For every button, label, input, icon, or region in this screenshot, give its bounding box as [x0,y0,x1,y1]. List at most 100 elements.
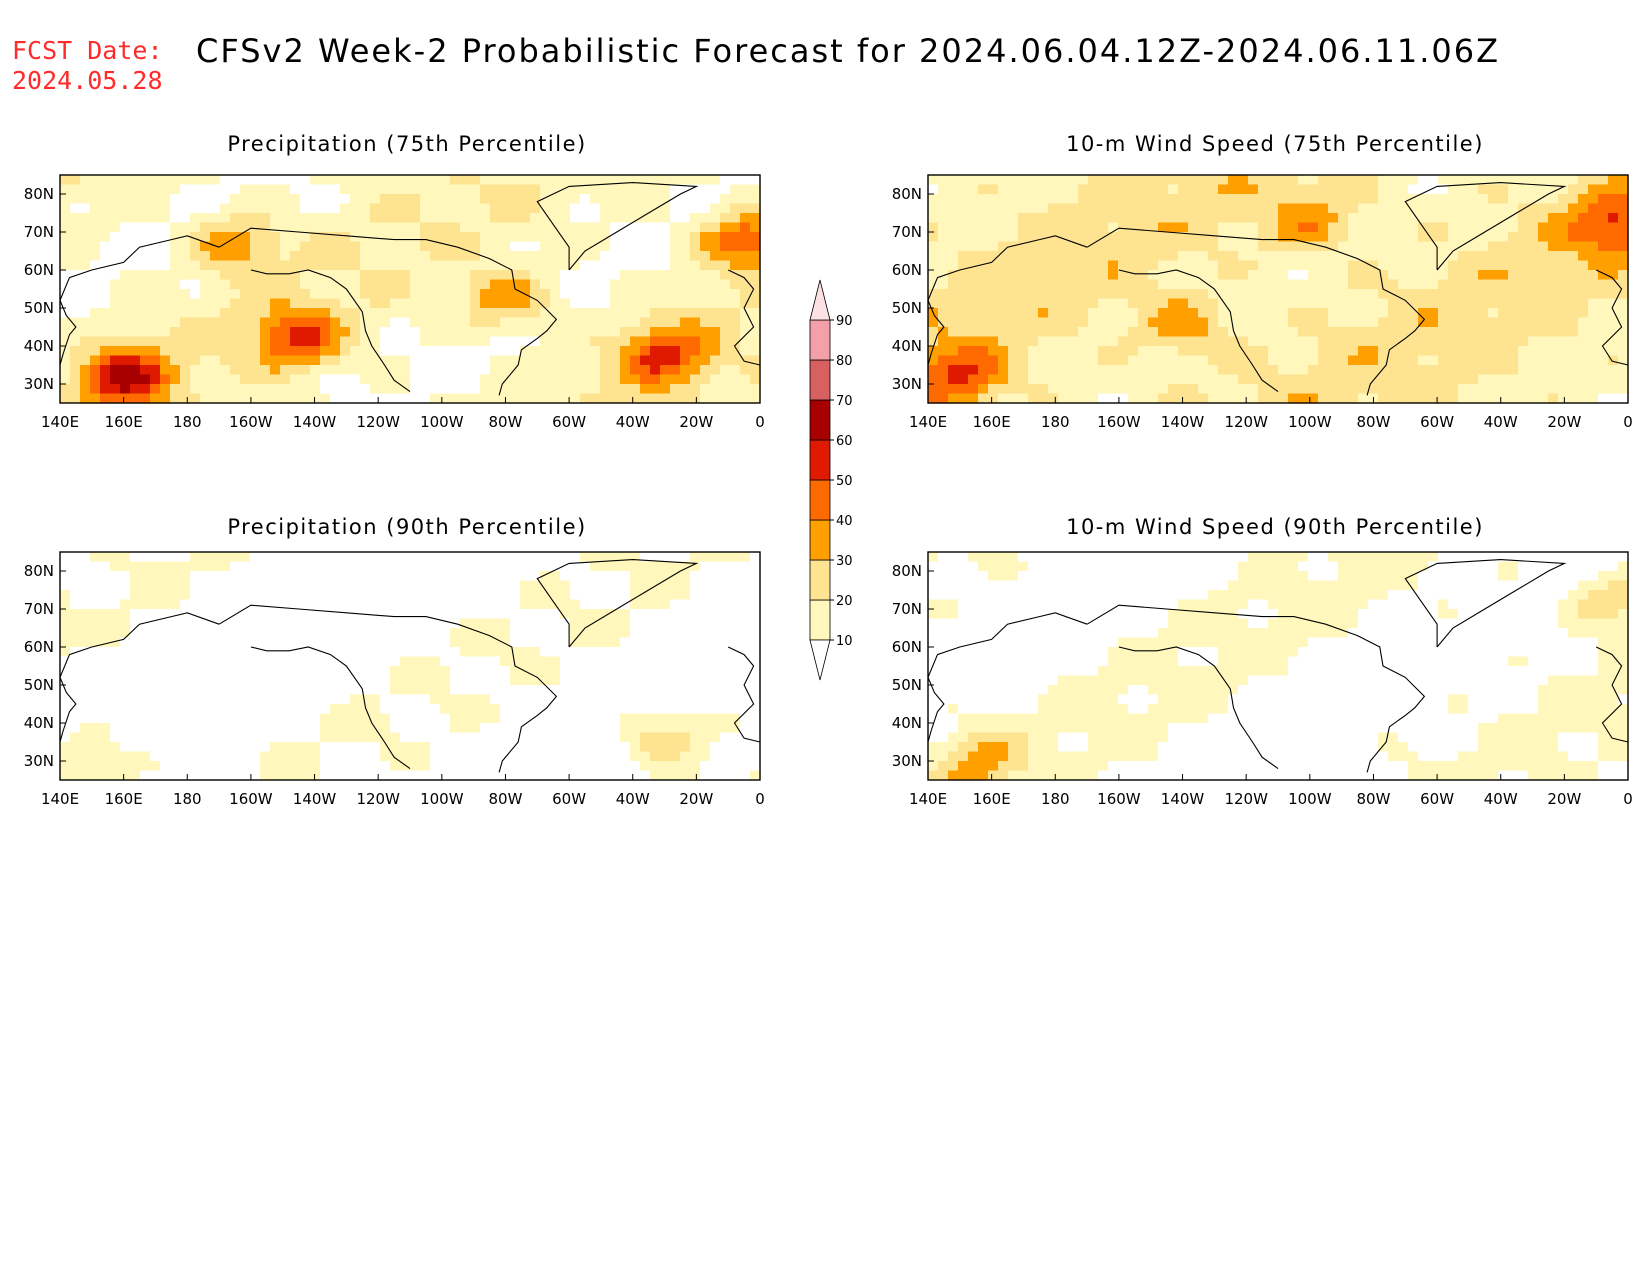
lat-tick-label: 70N [24,223,54,241]
lat-tick-label: 80N [24,185,54,203]
colorbar-label: 50 [836,474,853,489]
map-precip-75: 140E 160E 180 160W 140W 120W 100W 80W 60W 40W 20W 0… [24,174,765,431]
map-wind-75: 140E 160E 180 160W 140W 120W 100W 80W 60W 40W 20W 0… [892,174,1633,431]
lat-tick-label: 50N [24,299,54,317]
lon-tick-label: 40W [616,413,650,431]
lon-tick-label: 160W [1097,790,1141,808]
lon-tick-label: 80W [1356,413,1390,431]
colorbar-label: 40 [836,514,853,529]
lat-tick-label: 70N [24,600,54,618]
lon-tick-label: 180 [1041,413,1070,431]
lon-tick-label: 120W [356,790,400,808]
lon-tick-label: 20W [679,413,713,431]
lat-tick-label: 50N [892,676,922,694]
lon-tick-label: 120W [356,413,400,431]
lat-tick-label: 40N [24,337,54,355]
colorbar-label: 70 [836,394,853,409]
lat-tick-label: 40N [24,714,54,732]
lon-tick-label: 20W [1547,413,1581,431]
lon-tick-label: 160E [973,413,1011,431]
lon-tick-label: 180 [1041,790,1070,808]
lon-tick-label: 140W [1161,413,1205,431]
colorbar-segment [809,279,831,321]
lon-tick-label: 20W [679,790,713,808]
forecast-date-block: FCST Date: 2024.05.28 [12,36,163,96]
colorbar-label: 30 [836,554,853,569]
lat-tick-label: 80N [892,185,922,203]
lat-tick-label: 70N [892,600,922,618]
lon-tick-label: 60W [1420,790,1454,808]
lon-tick-label: 0 [755,413,765,431]
colorbar-segment [809,359,831,401]
lat-tick-label: 60N [892,261,922,279]
lon-tick-label: 60W [552,413,586,431]
lon-tick-label: 40W [1484,790,1518,808]
lon-tick-label: 60W [552,790,586,808]
lon-tick-label: 140E [41,790,79,808]
lat-tick-label: 40N [892,714,922,732]
fcst-date-value: 2024.05.28 [12,66,163,95]
lon-tick-label: 120W [1224,790,1268,808]
lon-tick-label: 60W [1420,413,1454,431]
colorbar-segment [809,439,831,481]
lon-tick-label: 140W [1161,790,1205,808]
lon-tick-label: 140E [909,790,947,808]
lat-tick-label: 40N [892,337,922,355]
colorbar-label: 90 [836,314,853,329]
lon-tick-label: 0 [1623,413,1633,431]
lat-tick-label: 80N [24,562,54,580]
lon-tick-label: 180 [173,790,202,808]
lat-tick-label: 70N [892,223,922,241]
lon-tick-label: 80W [488,413,522,431]
lat-tick-label: 30N [892,375,922,393]
colorbar-label: 10 [836,634,853,649]
lat-tick-label: 60N [892,638,922,656]
colorbar-label: 20 [836,594,853,609]
colorbar-label: 80 [836,354,853,369]
colorbar-segment [809,599,831,641]
lon-tick-label: 0 [755,790,765,808]
lon-tick-label: 100W [1288,790,1332,808]
lon-tick-label: 100W [420,790,464,808]
lon-tick-label: 140E [909,413,947,431]
colorbar-segment [809,399,831,441]
lon-tick-label: 160E [105,413,143,431]
panel-title-precip-90: Precipitation (90th Percentile) [227,515,587,539]
page-title: CFSv2 Week-2 Probabilistic Forecast for … [196,32,1501,70]
lat-tick-label: 60N [24,261,54,279]
lon-tick-label: 80W [488,790,522,808]
lon-tick-label: 160W [229,790,273,808]
colorbar-segment [809,319,831,361]
lat-tick-label: 80N [892,562,922,580]
lon-tick-label: 40W [1484,413,1518,431]
colorbar-lower-arrow [809,639,831,681]
lon-tick-label: 160W [229,413,273,431]
colorbar-segment [809,559,831,601]
lat-tick-label: 50N [892,299,922,317]
lon-tick-label: 160E [105,790,143,808]
fcst-date-label: FCST Date: [12,36,163,65]
lon-tick-label: 0 [1623,790,1633,808]
lat-tick-label: 30N [892,752,922,770]
colorbar: 10 20 30 40 50 60 70 80 90 [809,279,853,681]
lon-tick-label: 100W [420,413,464,431]
lon-tick-label: 80W [1356,790,1390,808]
lat-tick-label: 50N [24,676,54,694]
panel-title-precip-75: Precipitation (75th Percentile) [227,132,587,156]
panel-title-wind-90: 10-m Wind Speed (90th Percentile) [1066,515,1484,539]
lat-tick-label: 30N [24,375,54,393]
lon-tick-label: 120W [1224,413,1268,431]
lat-tick-label: 30N [24,752,54,770]
panel-title-wind-75: 10-m Wind Speed (75th Percentile) [1066,132,1484,156]
lon-tick-label: 180 [173,413,202,431]
map-wind-90: 140E 160E 180 160W 140W 120W 100W 80W 60W 40W 20W 0… [892,551,1633,808]
lon-tick-label: 140W [293,413,337,431]
lon-tick-label: 20W [1547,790,1581,808]
colorbar-segment [809,519,831,561]
lat-tick-label: 60N [24,638,54,656]
lon-tick-label: 160E [973,790,1011,808]
lon-tick-label: 160W [1097,413,1141,431]
lon-tick-label: 140E [41,413,79,431]
lon-tick-label: 40W [616,790,650,808]
